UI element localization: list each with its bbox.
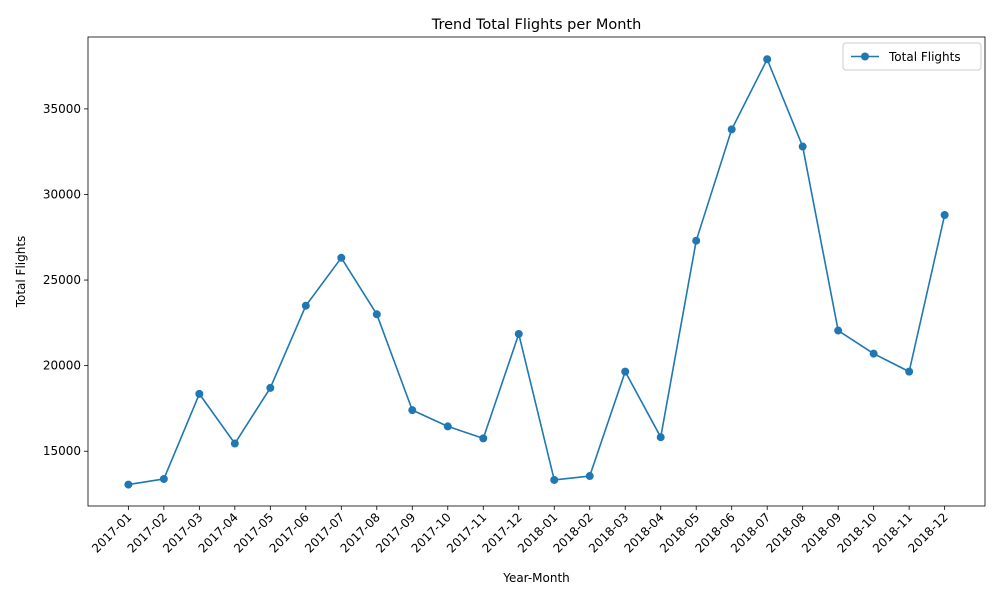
legend: Total Flights — [842, 42, 982, 71]
data-point — [514, 329, 523, 338]
axes-frame — [87, 36, 986, 507]
data-point — [159, 474, 168, 483]
data-point — [585, 472, 594, 481]
data-point — [408, 406, 417, 415]
data-point — [763, 55, 772, 64]
data-point — [550, 475, 559, 484]
legend-label: Total Flights — [888, 50, 961, 64]
data-point — [337, 253, 346, 262]
data-point — [621, 367, 630, 376]
y-tick-label: 30000 — [43, 187, 81, 201]
legend-box — [842, 42, 982, 71]
data-point — [124, 480, 133, 489]
data-point — [905, 367, 914, 376]
y-tick-label: 15000 — [43, 444, 81, 458]
x-axis-label: Year-Month — [502, 571, 570, 585]
y-tick-label: 25000 — [43, 273, 81, 287]
chart-title: Trend Total Flights per Month — [431, 17, 642, 33]
data-point — [372, 310, 381, 319]
data-point — [230, 439, 239, 448]
data-point — [798, 142, 807, 151]
y-tick-label: 35000 — [43, 102, 81, 116]
data-point — [869, 349, 878, 358]
data-point — [266, 383, 275, 392]
data-point — [443, 422, 452, 431]
series-line — [128, 58, 946, 486]
data-point — [692, 236, 701, 245]
legend-marker-swatch — [861, 52, 869, 61]
data-point — [301, 301, 310, 310]
data-point — [834, 326, 843, 335]
y-tick-label: 20000 — [43, 359, 81, 373]
data-point — [656, 433, 665, 442]
data-point — [727, 125, 736, 134]
data-point — [940, 211, 949, 220]
data-point — [479, 434, 488, 443]
y-axis-label: Total Flights — [14, 236, 28, 309]
data-point — [195, 389, 204, 398]
